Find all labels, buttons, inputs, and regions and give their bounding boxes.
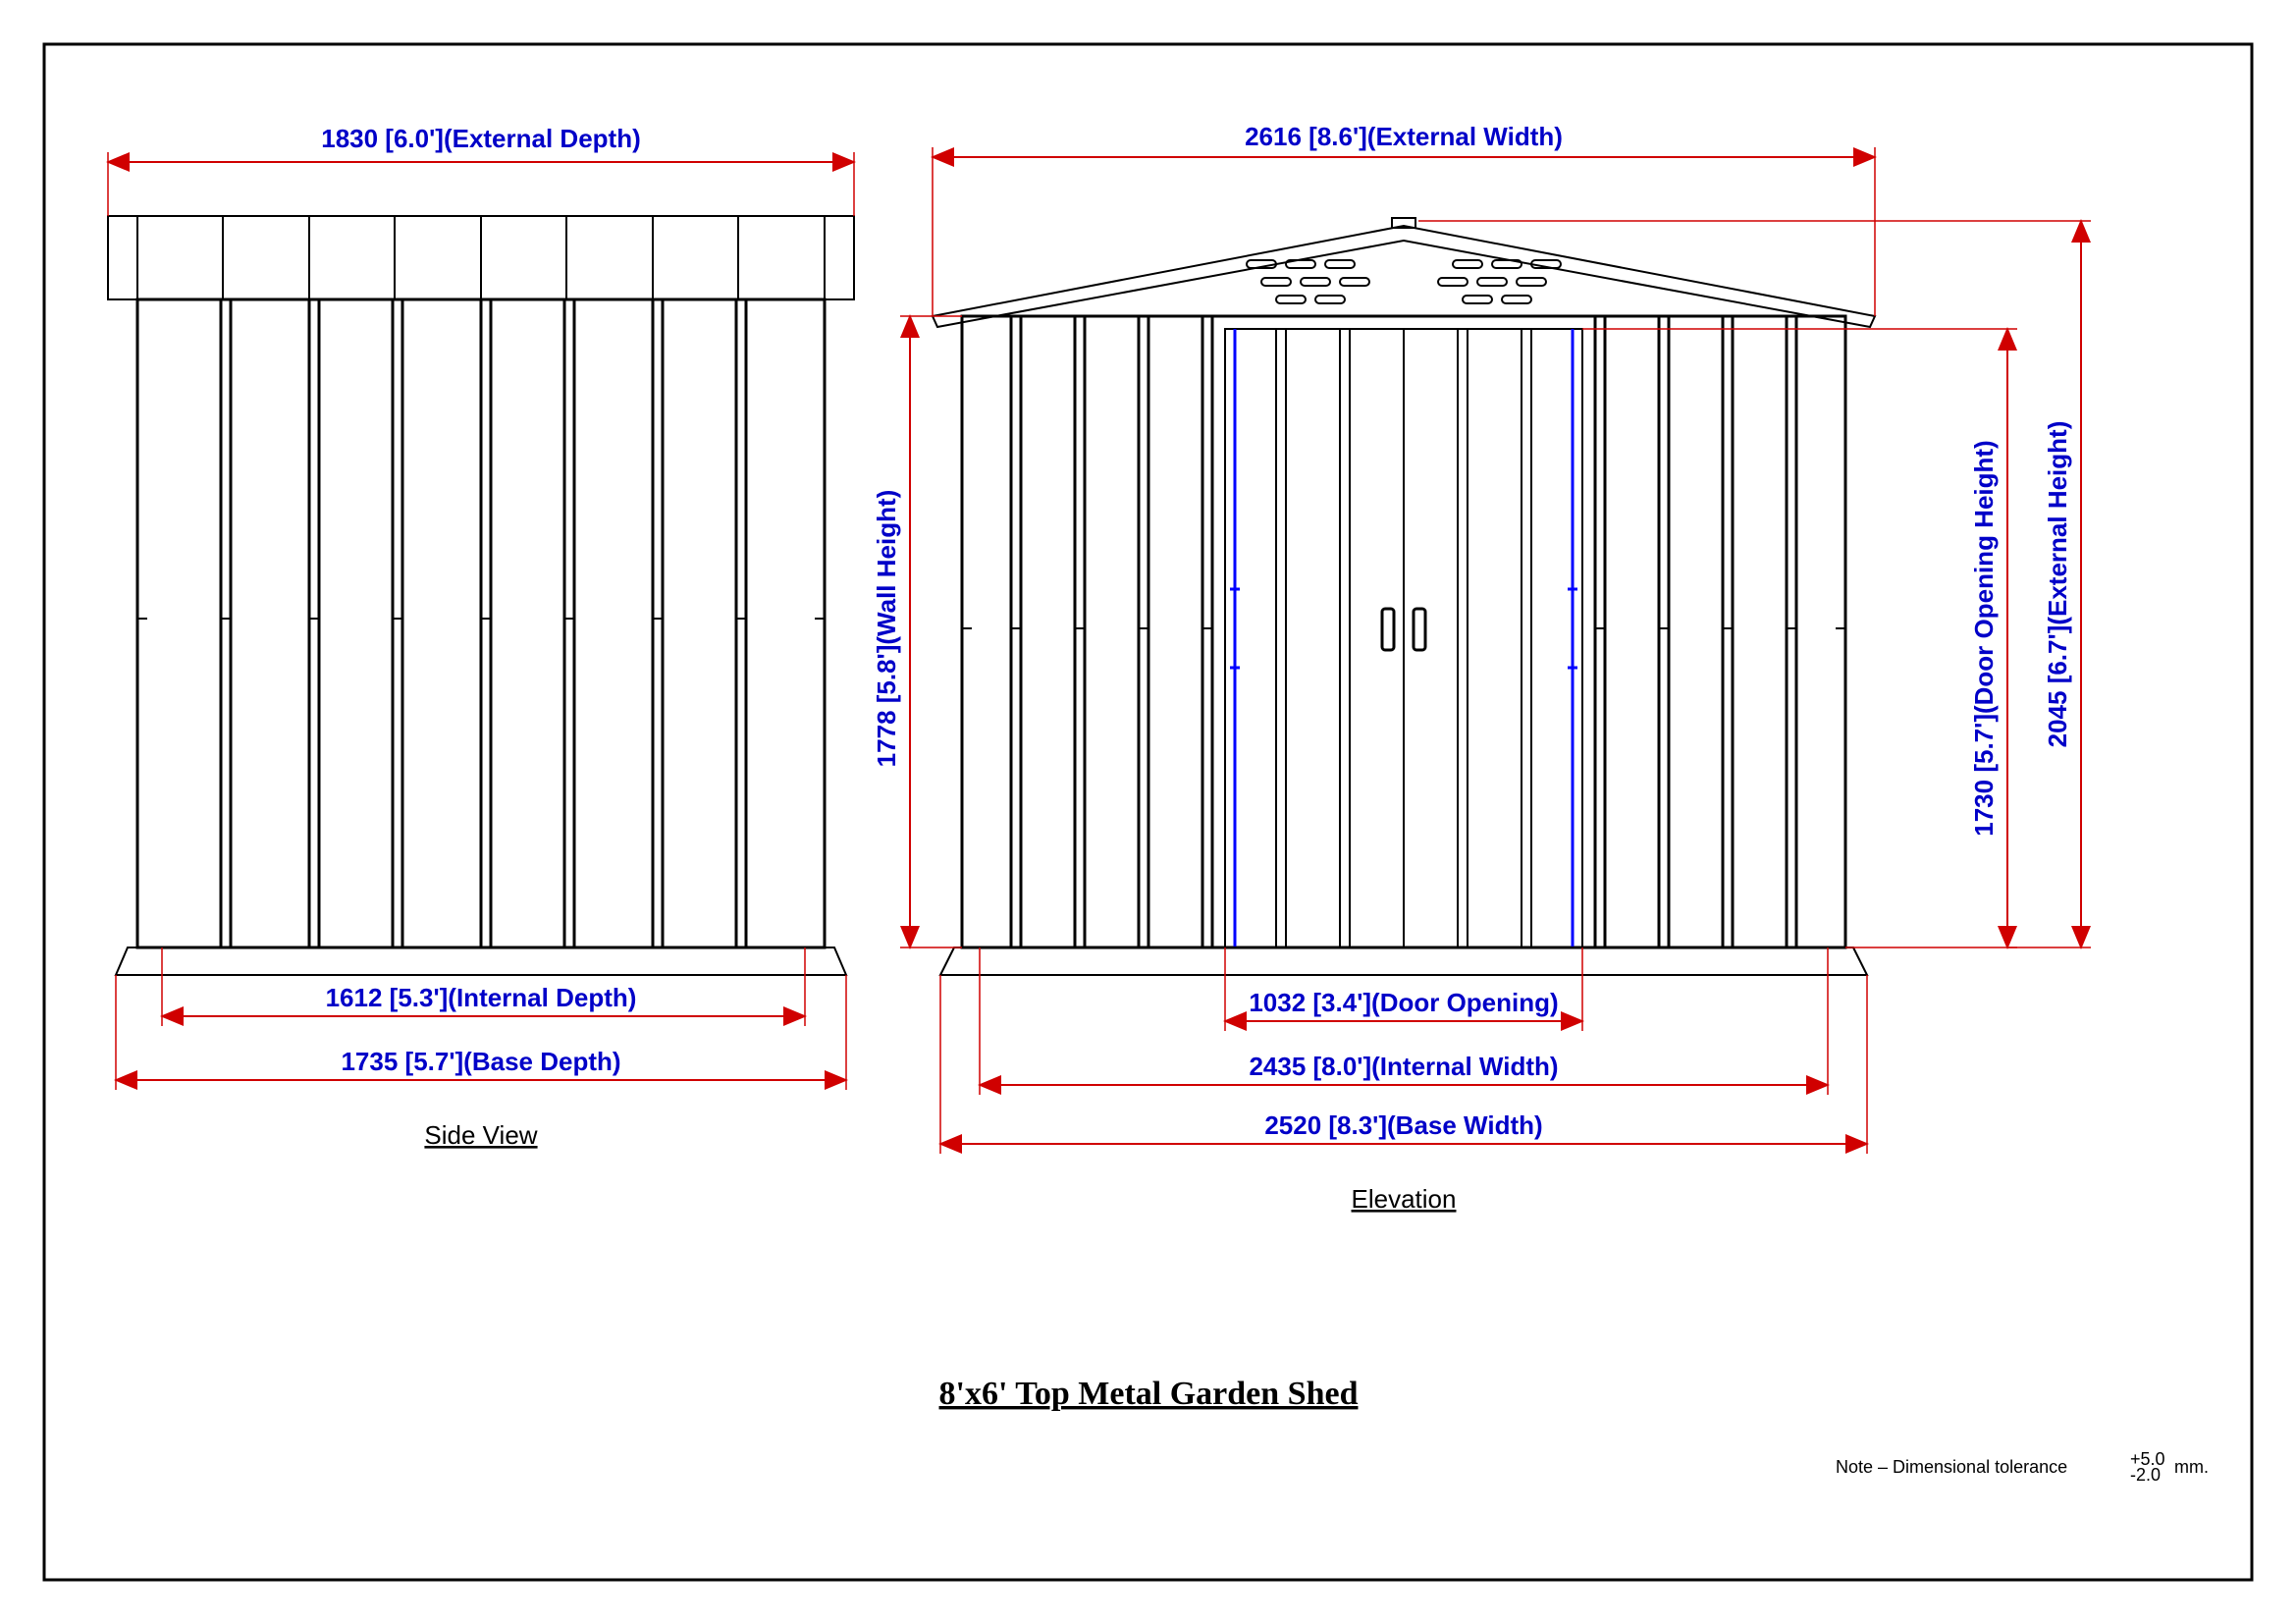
- tol-unit: mm.: [2174, 1457, 2209, 1477]
- door: [1225, 329, 1582, 947]
- dim-wall-height-text: 1778 [5.8'](Wall Height): [872, 490, 901, 768]
- note-text: Note – Dimensional tolerance: [1836, 1457, 2067, 1477]
- side-view-label: Side View: [424, 1120, 537, 1150]
- tol-lower: -2.0: [2130, 1465, 2161, 1485]
- dim-door-opening-height-text: 1730 [5.7'](Door Opening Height): [1969, 440, 1999, 836]
- elevation-label: Elevation: [1352, 1184, 1457, 1214]
- dim-internal-depth-text: 1612 [5.3'](Internal Depth): [326, 983, 637, 1012]
- dim-base-width-text: 2520 [8.3'](Base Width): [1264, 1110, 1542, 1140]
- dim-door-opening-height: 1730 [5.7'](Door Opening Height): [1582, 329, 2017, 947]
- dim-door-opening-text: 1032 [3.4'](Door Opening): [1249, 988, 1558, 1017]
- dim-external-depth-text: 1830 [6.0'](External Depth): [321, 124, 641, 153]
- technical-drawing: 1830 [6.0'](External Depth) 1612 [5.3'](…: [0, 0, 2296, 1624]
- dim-internal-depth: 1612 [5.3'](Internal Depth): [162, 947, 805, 1026]
- side-view: 1830 [6.0'](External Depth) 1612 [5.3'](…: [108, 124, 854, 1150]
- drawing-svg: 1830 [6.0'](External Depth) 1612 [5.3'](…: [0, 0, 2296, 1624]
- dim-internal-width-text: 2435 [8.0'](Internal Width): [1249, 1052, 1558, 1081]
- roof-vents: [1247, 260, 1561, 303]
- dim-door-opening: 1032 [3.4'](Door Opening): [1225, 947, 1582, 1031]
- dim-external-width-text: 2616 [8.6'](External Width): [1245, 122, 1563, 151]
- dim-wall-height: 1778 [5.8'](Wall Height): [872, 316, 962, 947]
- main-title: 8'x6' Top Metal Garden Shed: [939, 1376, 1359, 1412]
- dim-external-height-text: 2045 [6.7'](External Height): [2043, 421, 2072, 748]
- elevation-view: 2616 [8.6'](External Width) 1778 [5.8'](…: [872, 122, 2091, 1214]
- dim-external-depth: 1830 [6.0'](External Depth): [108, 124, 854, 216]
- tolerance-note: Note – Dimensional tolerance +5.0 -2.0 m…: [1836, 1449, 2209, 1485]
- dim-base-depth-text: 1735 [5.7'](Base Depth): [341, 1047, 620, 1076]
